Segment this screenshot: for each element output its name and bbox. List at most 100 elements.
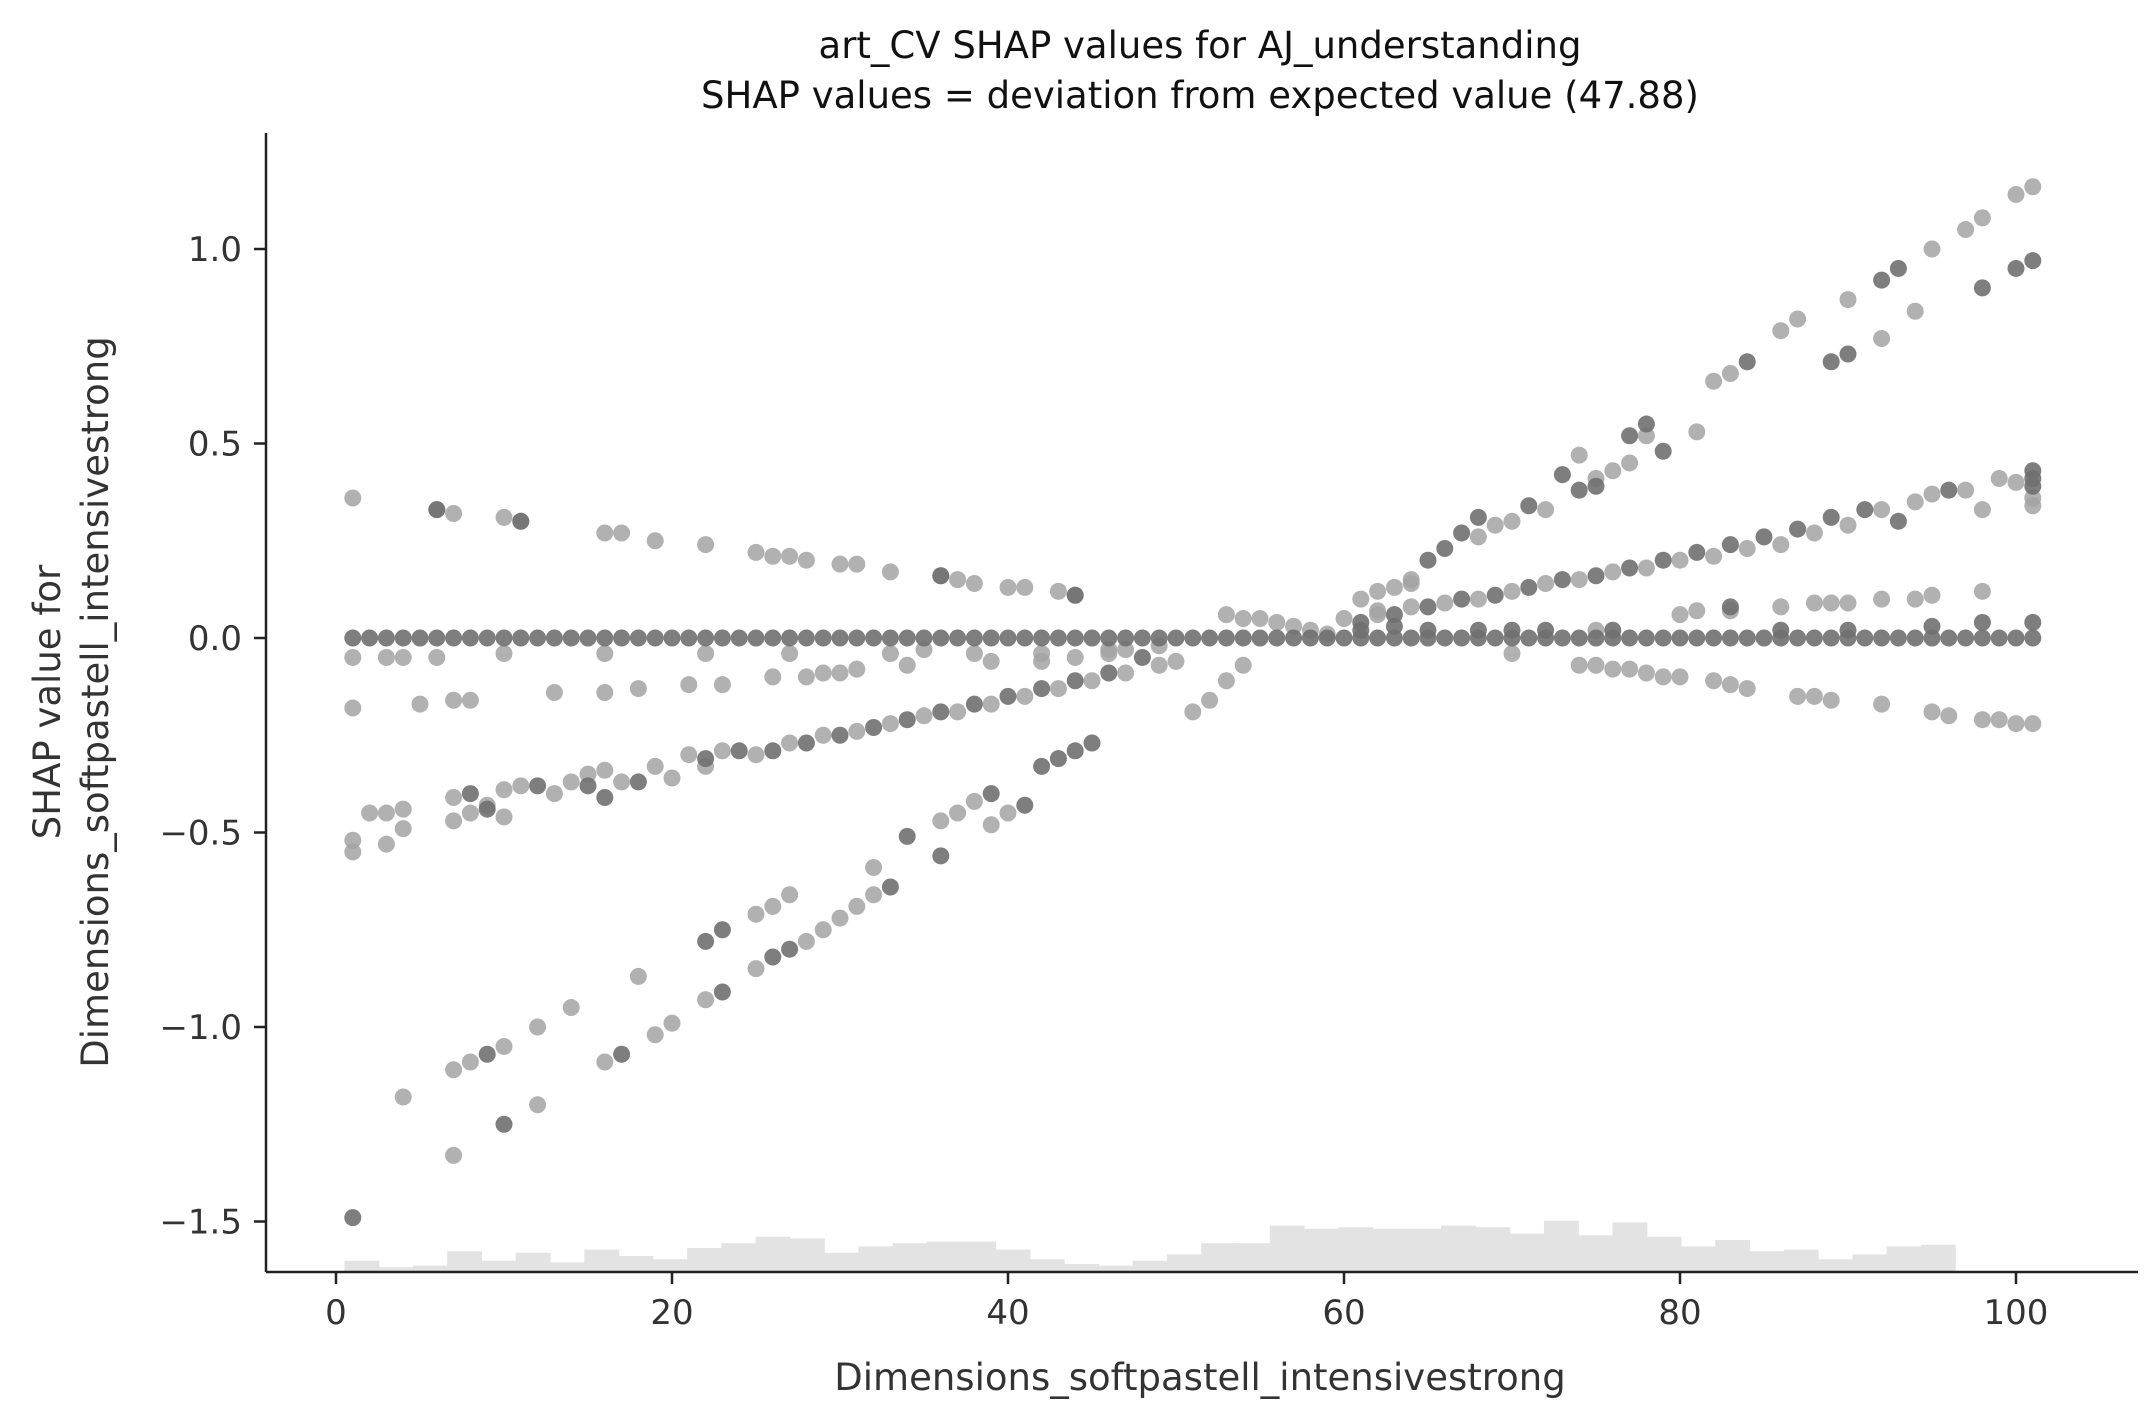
histogram-bar (1852, 1254, 1888, 1272)
scatter-point-light (495, 808, 513, 826)
scatter-point-light (1570, 571, 1588, 589)
scatter-point-light (1772, 322, 1790, 340)
scatter-point-light (1469, 528, 1487, 546)
scatter-point-dark (881, 878, 899, 896)
scatter-point-dark (932, 847, 950, 865)
scatter-point-dark (1285, 629, 1303, 647)
scatter-point-light (1604, 563, 1622, 581)
scatter-point-dark (1520, 578, 1538, 596)
scatter-point-dark (932, 629, 950, 647)
scatter-point-dark (1201, 629, 1219, 647)
scatter-point-dark (1654, 629, 1672, 647)
scatter-point-light (1369, 582, 1387, 600)
histogram-bar (1441, 1225, 1476, 1272)
scatter-point-light (344, 489, 362, 507)
scatter-point-light (428, 648, 446, 666)
scatter-point-dark (1604, 621, 1622, 639)
scatter-point-dark (361, 629, 379, 647)
scatter-point-light (1805, 687, 1823, 705)
scatter-point-dark (1738, 629, 1756, 647)
scatter-point-light (982, 695, 1000, 713)
scatter-point-dark (1469, 621, 1487, 639)
scatter-point-light (965, 575, 983, 593)
scatter-point-light (596, 524, 614, 542)
scatter-point-light (1402, 598, 1420, 616)
scatter-point-light (1049, 582, 1067, 600)
scatter-point-dark (1369, 629, 1387, 647)
scatter-point-light (1940, 707, 1958, 725)
scatter-point-dark (1587, 477, 1605, 495)
scatter-point-light (596, 1053, 614, 1071)
histogram-bar (687, 1248, 722, 1272)
scatter-point-light (814, 664, 832, 682)
chart-title: art_CV SHAP values for AJ_understanding (819, 24, 1582, 67)
scatter-point-light (848, 555, 866, 573)
scatter-point-dark (1016, 796, 1034, 814)
scatter-point-light (1587, 656, 1605, 674)
scatter-point-light (1117, 641, 1135, 659)
scatter-point-dark (2024, 613, 2042, 631)
scatter-point-dark (982, 785, 1000, 803)
scatter-point-dark (831, 629, 849, 647)
scatter-point-dark (713, 921, 731, 939)
scatter-point-light (1469, 590, 1487, 608)
scatter-point-light (344, 648, 362, 666)
scatter-point-light (1537, 575, 1555, 593)
scatter-point-light (579, 765, 597, 783)
scatter-point-light (495, 645, 513, 663)
scatter-point-light (949, 703, 967, 721)
scatter-point-light (562, 999, 580, 1017)
scatter-point-light (999, 804, 1017, 822)
scatter-point-dark (596, 788, 614, 806)
scatter-point-light (596, 645, 614, 663)
y-axis-label-line2: Dimensions_softpastell_intensivestrong (74, 336, 117, 1067)
scatter-point-light (629, 967, 647, 985)
scatter-point-dark (529, 777, 547, 795)
scatter-point-dark (764, 742, 782, 760)
scatter-point-light (1570, 656, 1588, 674)
scatter-point-light (965, 792, 983, 810)
scatter-point-light (445, 505, 463, 523)
y-tick-label: −1.0 (159, 1008, 242, 1048)
scatter-point-light (1503, 512, 1521, 530)
histogram-bar (1304, 1228, 1339, 1272)
scatter-point-light (1033, 652, 1051, 670)
scatter-point-light (1873, 590, 1891, 608)
scatter-point-light (1234, 610, 1252, 628)
scatter-point-light (377, 804, 395, 822)
scatter-point-light (344, 831, 362, 849)
scatter-point-dark (562, 629, 580, 647)
scatter-point-dark (1856, 501, 1874, 519)
scatter-point-dark (1889, 629, 1907, 647)
scatter-point-light (1990, 470, 2008, 488)
x-ticks: 0 20 40 60 80 100 (325, 1272, 2048, 1333)
scatter-point-light (1268, 613, 1286, 631)
scatter-point-light (377, 648, 395, 666)
x-tick-label: 100 (1984, 1293, 2049, 1333)
histogram-bar (412, 1265, 448, 1272)
scatter-point-light (1772, 598, 1790, 616)
scatter-point-light (1822, 691, 1840, 709)
y-tick-label: −1.5 (159, 1203, 242, 1243)
scatter-point-dark (1923, 629, 1941, 647)
scatter-point-light (1503, 582, 1521, 600)
scatter-point-dark (1537, 621, 1555, 639)
scatter-point-dark (2007, 629, 2025, 647)
scatter-point-dark (881, 629, 899, 647)
scatter-point-light (1839, 291, 1857, 309)
scatter-point-dark (579, 629, 597, 647)
scatter-point-dark (629, 629, 647, 647)
histogram-bar (447, 1251, 483, 1272)
scatter-point-dark (1755, 629, 1773, 647)
scatter-point-light (1873, 695, 1891, 713)
scatter-point-dark (915, 629, 933, 647)
scatter-point-dark (1251, 629, 1269, 647)
scatter-point-dark (1990, 629, 2008, 647)
scatter-point-dark (1486, 629, 1504, 647)
scatter-point-light (1637, 664, 1655, 682)
scatter-point-light (1721, 364, 1739, 382)
scatter-point-light (999, 578, 1017, 596)
scatter-point-dark (865, 718, 883, 736)
scatter-point-dark (781, 629, 799, 647)
scatter-point-light (445, 812, 463, 830)
